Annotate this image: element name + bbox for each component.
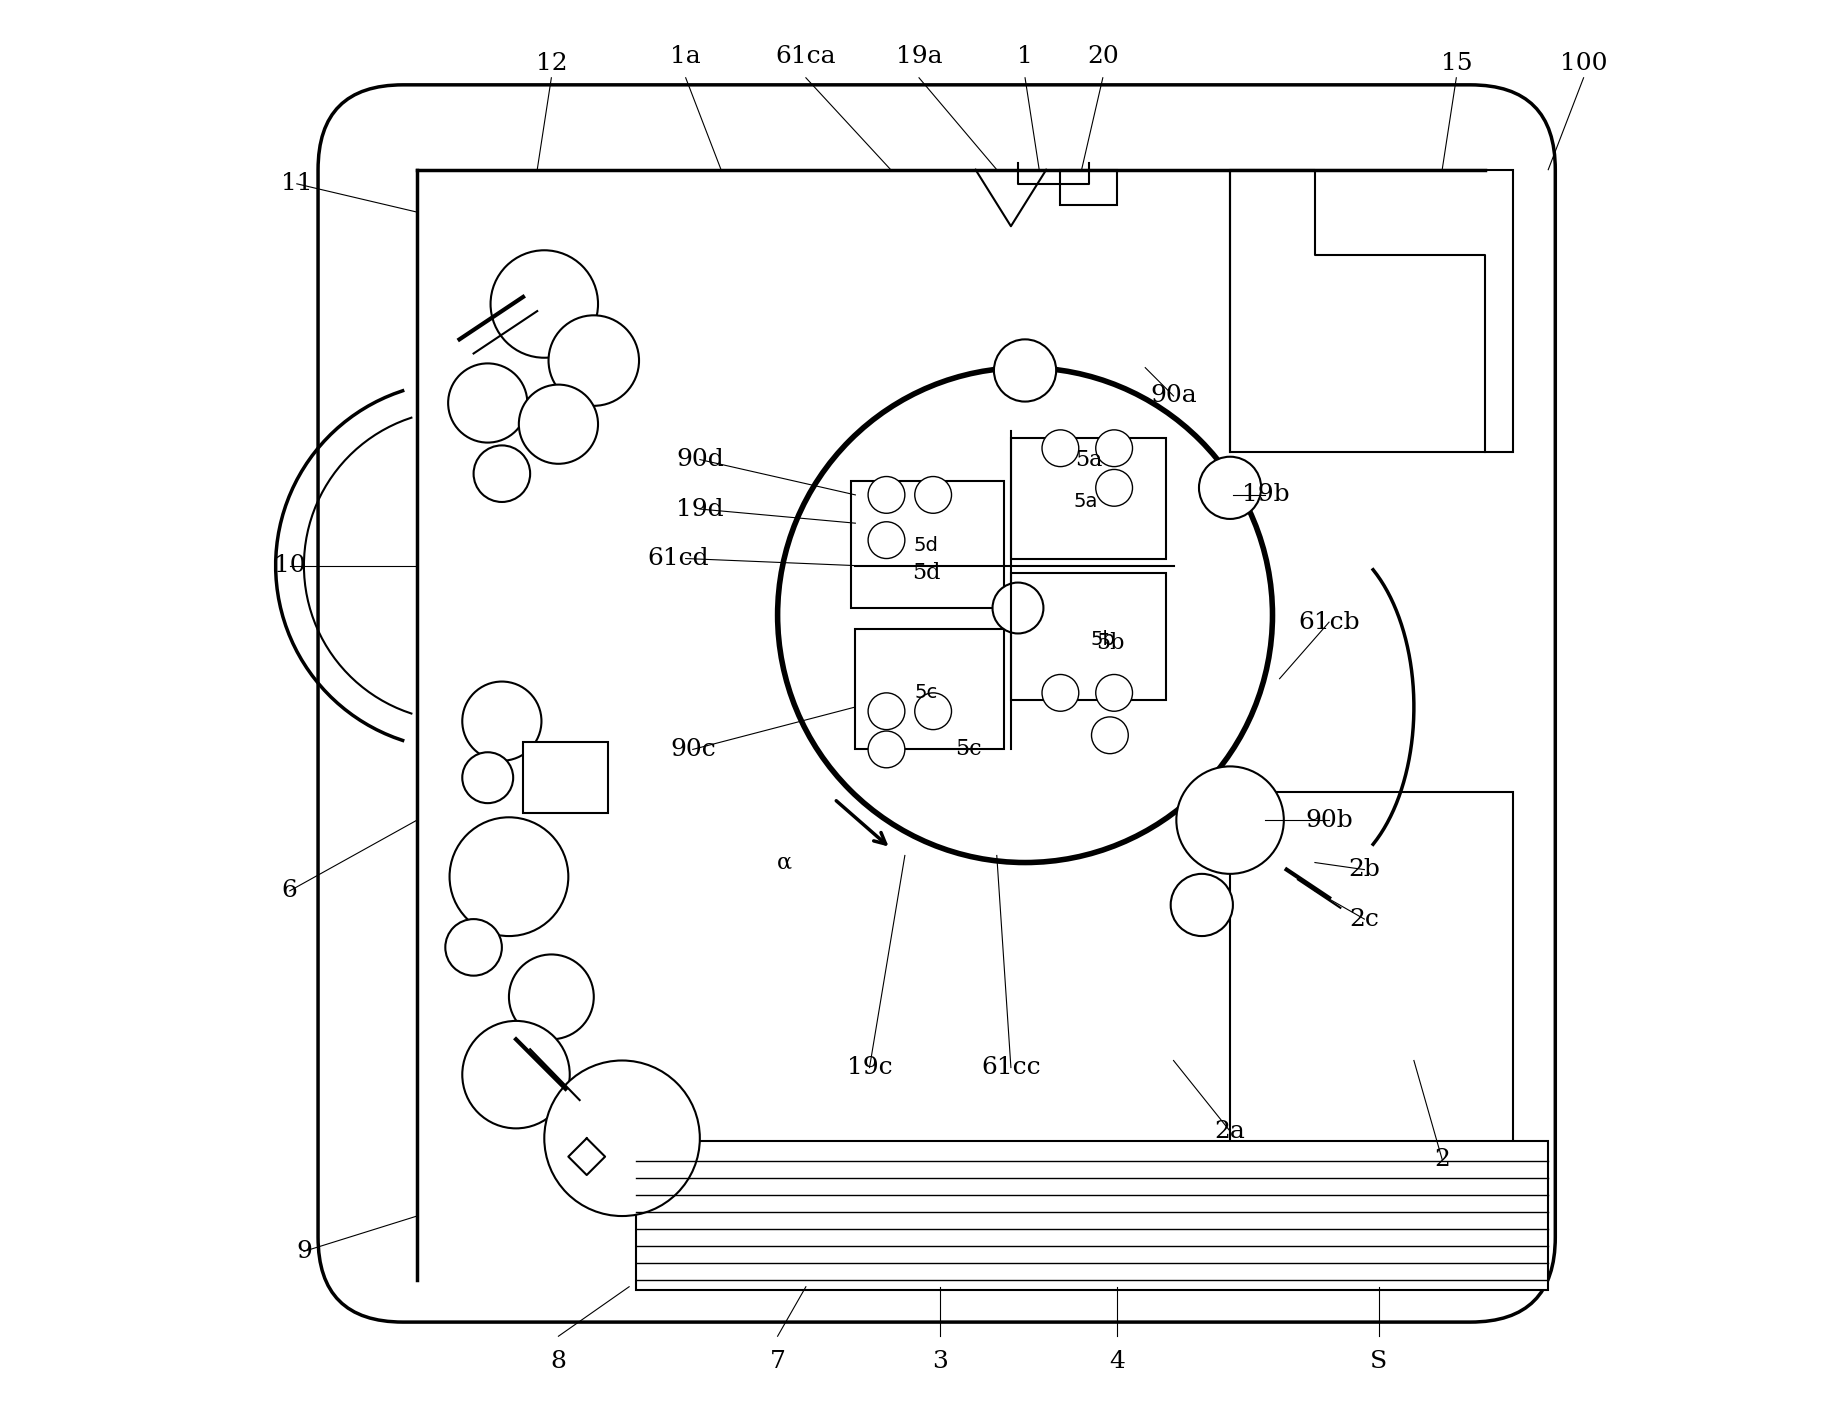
Circle shape [777, 368, 1272, 863]
Circle shape [1198, 457, 1261, 519]
Text: 4: 4 [1108, 1350, 1125, 1373]
Circle shape [450, 817, 568, 936]
Text: 61ca: 61ca [776, 45, 836, 68]
FancyBboxPatch shape [855, 629, 1004, 749]
Text: 1: 1 [1016, 45, 1033, 68]
Circle shape [993, 583, 1044, 633]
Text: 2: 2 [1434, 1148, 1450, 1171]
FancyBboxPatch shape [1011, 573, 1167, 700]
Text: 20: 20 [1086, 45, 1119, 68]
Text: 6: 6 [281, 880, 298, 902]
Circle shape [1095, 469, 1132, 506]
Text: 5a: 5a [1075, 448, 1103, 471]
Circle shape [868, 693, 904, 730]
Text: α: α [777, 851, 792, 874]
Circle shape [1176, 766, 1283, 874]
Text: 90c: 90c [669, 738, 715, 761]
Text: 9: 9 [296, 1240, 312, 1263]
Text: 7: 7 [770, 1350, 785, 1373]
Circle shape [445, 919, 502, 976]
Circle shape [518, 385, 597, 464]
Circle shape [1042, 430, 1079, 467]
FancyBboxPatch shape [318, 85, 1555, 1322]
Circle shape [463, 752, 513, 803]
FancyBboxPatch shape [1011, 438, 1167, 559]
Bar [1230, 792, 1513, 1273]
Text: 12: 12 [535, 52, 568, 75]
Bar [1061, 170, 1118, 205]
Text: 5d: 5d [912, 561, 941, 584]
Text: 90a: 90a [1151, 385, 1197, 407]
Text: 5a: 5a [1073, 492, 1097, 512]
Text: 5d: 5d [913, 536, 939, 556]
Circle shape [994, 339, 1057, 402]
Text: 2b: 2b [1349, 858, 1380, 881]
Circle shape [1095, 674, 1132, 711]
Circle shape [868, 477, 904, 513]
Bar [524, 742, 608, 813]
Circle shape [463, 682, 542, 761]
Text: 5c: 5c [915, 683, 937, 703]
Text: 5b: 5b [1095, 632, 1125, 655]
Circle shape [548, 315, 640, 406]
FancyBboxPatch shape [851, 481, 1004, 608]
Text: 19b: 19b [1242, 484, 1288, 506]
Circle shape [509, 954, 594, 1039]
Circle shape [1042, 674, 1079, 711]
Text: 10: 10 [274, 554, 305, 577]
Text: 19c: 19c [847, 1056, 891, 1079]
Circle shape [463, 1021, 570, 1128]
Text: 11: 11 [281, 173, 312, 195]
Text: 61cb: 61cb [1298, 611, 1360, 633]
Text: 1a: 1a [671, 45, 700, 68]
Text: 3: 3 [932, 1350, 948, 1373]
Circle shape [491, 250, 597, 358]
Circle shape [868, 731, 904, 768]
Text: 61cc: 61cc [981, 1056, 1040, 1079]
Circle shape [544, 1060, 700, 1216]
Circle shape [474, 445, 529, 502]
Text: S: S [1369, 1350, 1388, 1373]
Text: 19a: 19a [895, 45, 943, 68]
Text: 5b: 5b [1090, 629, 1116, 649]
Circle shape [1092, 717, 1129, 754]
Circle shape [448, 363, 528, 443]
Circle shape [1171, 874, 1233, 936]
Text: 61cd: 61cd [647, 547, 709, 570]
Circle shape [915, 477, 952, 513]
Text: 5c: 5c [956, 738, 981, 761]
Text: 90d: 90d [676, 448, 724, 471]
Circle shape [1095, 430, 1132, 467]
Text: 8: 8 [551, 1350, 566, 1373]
Text: 2a: 2a [1215, 1120, 1246, 1143]
Text: 19d: 19d [676, 498, 724, 520]
Text: 100: 100 [1560, 52, 1606, 75]
Circle shape [915, 693, 952, 730]
Bar [636, 1141, 1548, 1290]
Text: 15: 15 [1441, 52, 1472, 75]
Text: 90b: 90b [1305, 809, 1353, 831]
Text: 2c: 2c [1349, 908, 1378, 930]
Circle shape [868, 522, 904, 559]
Bar [1230, 170, 1513, 452]
